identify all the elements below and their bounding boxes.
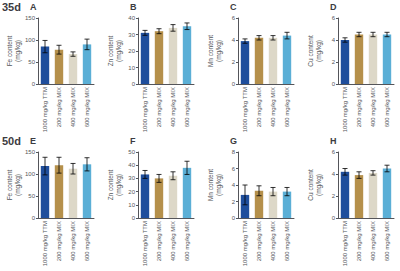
- svg-text:0: 0: [232, 81, 236, 87]
- svg-text:Mn content: Mn content: [207, 35, 214, 67]
- svg-text:1000 mg/kg TTM: 1000 mg/kg TTM: [242, 87, 248, 132]
- svg-text:1000 mg/kg TTM: 1000 mg/kg TTM: [42, 221, 48, 266]
- svg-text:10: 10: [128, 202, 135, 208]
- svg-text:4: 4: [332, 37, 336, 43]
- svg-text:Fe content: Fe content: [6, 169, 13, 200]
- svg-text:600 mg/kg MIX: 600 mg/kg MIX: [384, 87, 390, 127]
- svg-text:400 mg/kg MIX: 400 mg/kg MIX: [70, 221, 76, 261]
- svg-text:0: 0: [132, 81, 136, 87]
- svg-text:600 mg/kg MIX: 600 mg/kg MIX: [284, 87, 290, 127]
- svg-text:400 mg/kg MIX: 400 mg/kg MIX: [370, 87, 376, 127]
- svg-text:200 mg/kg MIX: 200 mg/kg MIX: [56, 87, 62, 127]
- svg-text:B: B: [130, 2, 137, 12]
- svg-text:400 mg/kg MIX: 400 mg/kg MIX: [170, 87, 176, 127]
- svg-text:200 mg/kg MIX: 200 mg/kg MIX: [256, 87, 262, 127]
- svg-text:4: 4: [232, 182, 236, 188]
- svg-text:400 mg/kg MIX: 400 mg/kg MIX: [170, 221, 176, 261]
- svg-text:35d: 35d: [2, 1, 21, 13]
- svg-text:6: 6: [232, 15, 236, 21]
- svg-text:1000 mg/kg TTM: 1000 mg/kg TTM: [142, 221, 148, 266]
- svg-text:400 mg/kg MIX: 400 mg/kg MIX: [70, 87, 76, 127]
- svg-text:E: E: [30, 136, 36, 146]
- svg-text:150: 150: [25, 15, 36, 21]
- svg-text:600 mg/kg MIX: 600 mg/kg MIX: [384, 221, 390, 261]
- svg-text:Fe content: Fe content: [6, 35, 13, 66]
- svg-text:200 mg/kg MIX: 200 mg/kg MIX: [156, 221, 162, 261]
- svg-text:200 mg/kg MIX: 200 mg/kg MIX: [356, 87, 362, 127]
- svg-text:Cu content: Cu content: [307, 169, 314, 201]
- svg-text:4: 4: [332, 171, 336, 177]
- svg-text:30: 30: [128, 32, 135, 38]
- svg-text:6: 6: [332, 149, 336, 155]
- svg-text:1000 mg/kg TTM: 1000 mg/kg TTM: [342, 221, 348, 266]
- svg-text:(mg/kg): (mg/kg): [315, 40, 323, 62]
- svg-text:600 mg/kg MIX: 600 mg/kg MIX: [84, 221, 90, 261]
- svg-text:400 mg/kg MIX: 400 mg/kg MIX: [270, 221, 276, 261]
- svg-text:0: 0: [132, 215, 136, 221]
- svg-text:6: 6: [232, 166, 236, 172]
- svg-text:1000 mg/kg TTM: 1000 mg/kg TTM: [142, 87, 148, 132]
- svg-text:2: 2: [332, 193, 336, 199]
- svg-text:150: 150: [25, 149, 36, 155]
- svg-text:10: 10: [128, 65, 135, 71]
- svg-text:Zn content: Zn content: [107, 35, 114, 66]
- svg-text:D: D: [330, 2, 337, 12]
- svg-text:6: 6: [332, 15, 336, 21]
- svg-text:1000 mg/kg TTM: 1000 mg/kg TTM: [242, 221, 248, 266]
- svg-text:1000 mg/kg TTM: 1000 mg/kg TTM: [42, 87, 48, 132]
- svg-text:20: 20: [128, 48, 135, 54]
- svg-text:8: 8: [232, 149, 236, 155]
- svg-text:400 mg/kg MIX: 400 mg/kg MIX: [370, 221, 376, 261]
- svg-text:50: 50: [128, 149, 135, 155]
- svg-text:40: 40: [128, 162, 135, 168]
- svg-text:0: 0: [32, 215, 36, 221]
- svg-text:0: 0: [32, 81, 36, 87]
- svg-text:(mg/kg): (mg/kg): [14, 40, 22, 62]
- svg-text:H: H: [330, 136, 337, 146]
- svg-text:200 mg/kg MIX: 200 mg/kg MIX: [156, 87, 162, 127]
- svg-text:600 mg/kg MIX: 600 mg/kg MIX: [184, 221, 190, 261]
- svg-text:(mg/kg): (mg/kg): [14, 174, 22, 196]
- svg-text:2: 2: [332, 59, 336, 65]
- svg-text:50: 50: [28, 59, 35, 65]
- svg-text:0: 0: [232, 215, 236, 221]
- svg-text:400 mg/kg MIX: 400 mg/kg MIX: [270, 87, 276, 127]
- svg-text:1000 mg/kg TTM: 1000 mg/kg TTM: [342, 87, 348, 132]
- svg-text:100: 100: [25, 171, 36, 177]
- svg-text:A: A: [30, 2, 37, 12]
- svg-text:Mn content: Mn content: [207, 169, 214, 201]
- svg-text:(mg/kg): (mg/kg): [215, 174, 223, 196]
- svg-text:600 mg/kg MIX: 600 mg/kg MIX: [84, 87, 90, 127]
- svg-text:0: 0: [332, 81, 336, 87]
- svg-text:G: G: [230, 136, 237, 146]
- svg-text:(mg/kg): (mg/kg): [115, 174, 123, 196]
- svg-text:30: 30: [128, 175, 135, 181]
- svg-text:Cu content: Cu content: [307, 35, 314, 67]
- svg-text:200 mg/kg MIX: 200 mg/kg MIX: [356, 221, 362, 261]
- svg-text:20: 20: [128, 189, 135, 195]
- svg-text:2: 2: [232, 59, 236, 65]
- svg-text:100: 100: [25, 37, 36, 43]
- svg-text:(mg/kg): (mg/kg): [115, 40, 123, 62]
- svg-text:(mg/kg): (mg/kg): [315, 174, 323, 196]
- svg-text:F: F: [130, 136, 136, 146]
- svg-text:600 mg/kg MIX: 600 mg/kg MIX: [284, 221, 290, 261]
- svg-text:2: 2: [232, 199, 236, 205]
- svg-text:Zn content: Zn content: [107, 169, 114, 200]
- svg-text:0: 0: [332, 215, 336, 221]
- svg-text:C: C: [230, 2, 237, 12]
- svg-text:4: 4: [232, 37, 236, 43]
- svg-text:50d: 50d: [2, 135, 21, 147]
- svg-text:40: 40: [128, 15, 135, 21]
- svg-text:200 mg/kg MIX: 200 mg/kg MIX: [256, 221, 262, 261]
- svg-text:600 mg/kg MIX: 600 mg/kg MIX: [184, 87, 190, 127]
- svg-text:(mg/kg): (mg/kg): [215, 40, 223, 62]
- svg-text:50: 50: [28, 193, 35, 199]
- svg-text:200 mg/kg MIX: 200 mg/kg MIX: [56, 221, 62, 261]
